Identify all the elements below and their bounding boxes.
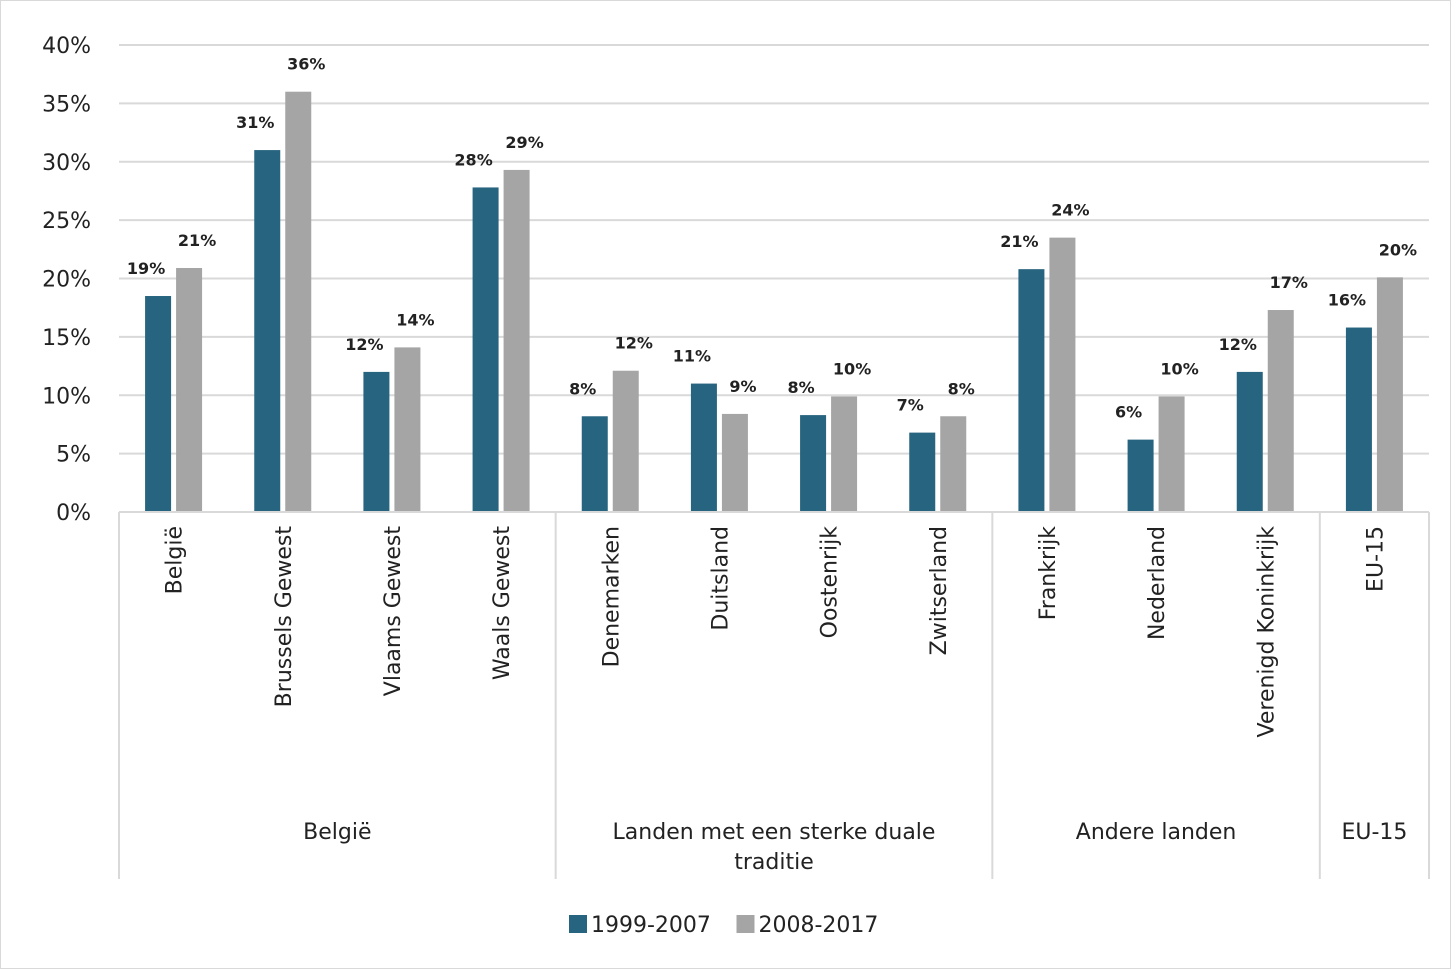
group-label: traditie (734, 850, 814, 875)
y-tick-label: 40% (42, 34, 91, 59)
group-label: België (303, 820, 371, 845)
legend-swatch (569, 915, 587, 933)
bar (909, 432, 936, 512)
data-label: 10% (833, 359, 871, 378)
data-label: 16% (1328, 291, 1366, 310)
bar (503, 169, 530, 513)
y-tick-label: 25% (42, 209, 91, 234)
y-tick-label: 0% (56, 501, 91, 526)
bar (145, 296, 172, 512)
category-label: Denemarken (599, 526, 624, 667)
bar (1345, 327, 1372, 512)
data-label: 29% (505, 133, 543, 152)
bar (254, 150, 281, 512)
data-label: 21% (178, 231, 216, 250)
category-label: Vlaams Gewest (381, 526, 406, 697)
legend: 1999-2007 2008-2017 (569, 913, 878, 938)
y-tick-label: 15% (42, 326, 91, 351)
bar (285, 91, 312, 512)
bar (1018, 269, 1045, 512)
category-label: Duitsland (708, 526, 733, 631)
data-label: 24% (1051, 201, 1089, 220)
data-label: 17% (1270, 273, 1308, 292)
data-label: 10% (1160, 359, 1198, 378)
legend-swatch (736, 915, 755, 933)
bar (1127, 439, 1154, 512)
data-label: 12% (1219, 335, 1257, 354)
bars (145, 91, 1403, 513)
data-label: 19% (127, 259, 165, 278)
bar (612, 370, 639, 512)
data-label: 6% (1115, 403, 1142, 422)
y-tick-label: 35% (42, 92, 91, 117)
data-label: 14% (396, 310, 434, 329)
bar (472, 187, 499, 512)
data-label: 8% (948, 379, 975, 398)
bar (1236, 371, 1263, 512)
category-label: Zwitserland (927, 526, 952, 655)
category-label: Verenigd Koninkrijk (1254, 526, 1279, 738)
data-label: 9% (729, 377, 756, 396)
data-label: 28% (454, 150, 492, 169)
bar (394, 347, 421, 512)
data-label: 11% (673, 347, 711, 366)
y-axis: 0% 5% 10% 15% 20% 25% 30% 35% 40% (42, 34, 91, 526)
category-label: EU-15 (1363, 526, 1388, 592)
bar (1376, 277, 1403, 512)
bar (690, 383, 717, 512)
bar (363, 371, 390, 512)
y-tick-label: 10% (42, 384, 91, 409)
group-label: Landen met een sterke duale (613, 820, 936, 845)
bar (721, 413, 748, 512)
bar (940, 416, 967, 512)
legend-label: 1999-2007 (591, 913, 711, 938)
category-label: Frankrijk (1036, 526, 1061, 621)
data-label: 36% (287, 55, 325, 74)
bar (581, 416, 608, 512)
bar (1158, 396, 1185, 512)
data-label: 8% (787, 378, 814, 397)
data-label: 7% (897, 396, 924, 415)
category-label: Oostenrijk (818, 526, 843, 639)
y-tick-label: 20% (42, 268, 91, 293)
data-label: 8% (569, 379, 596, 398)
category-label: Brussels Gewest (272, 526, 297, 708)
bar (1049, 237, 1076, 512)
category-label: Nederland (1145, 526, 1170, 640)
category-label: België (163, 526, 188, 594)
bar (1267, 310, 1294, 512)
data-label: 20% (1379, 240, 1417, 259)
category-label: Waals Gewest (490, 526, 515, 680)
bar (176, 267, 203, 512)
group-label: EU-15 (1341, 820, 1407, 845)
group-label: Andere landen (1076, 820, 1237, 845)
gridlines (119, 44, 1429, 513)
y-tick-label: 5% (56, 443, 91, 468)
x-axis: België Brussels Gewest Vlaams Gewest Waals … (118, 511, 1430, 879)
bar (800, 415, 827, 512)
y-tick-label: 30% (42, 151, 91, 176)
data-labels: 19% 31% 12% 28% 8% 11% 8% 7% 21% 6% 12% 16% 21% 36% 14… (127, 55, 1417, 422)
legend-label: 2008-2017 (759, 913, 879, 938)
data-label: 12% (345, 335, 383, 354)
bar (831, 396, 858, 512)
data-label: 12% (615, 334, 653, 353)
data-label: 21% (1000, 232, 1038, 251)
data-label: 31% (236, 113, 274, 132)
